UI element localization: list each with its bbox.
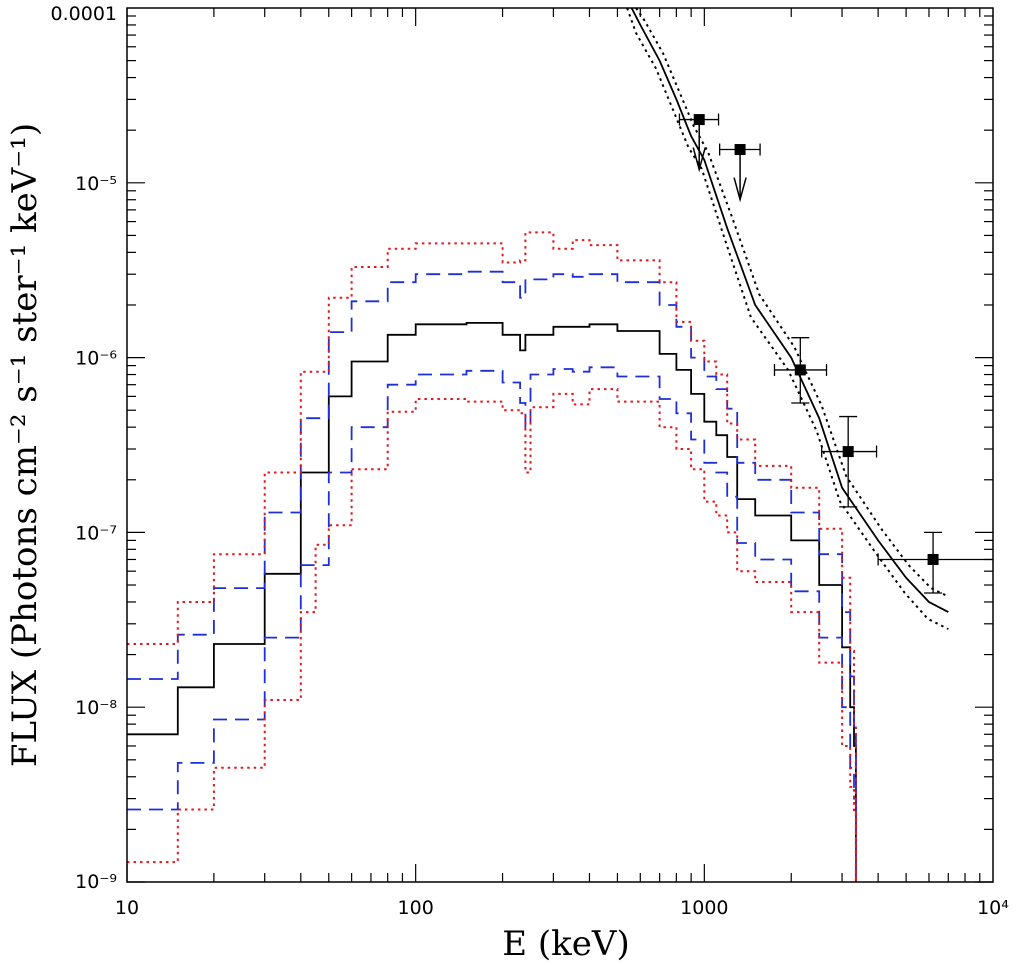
series-model-upper-2 bbox=[127, 231, 857, 882]
x-tick-label: 1000 bbox=[680, 897, 728, 919]
y-tick-label: 10⁻⁵ bbox=[75, 173, 117, 195]
y-tick-label: 0.0001 bbox=[51, 3, 117, 25]
y-tick-label: 10⁻⁹ bbox=[75, 871, 117, 893]
data-point-marker bbox=[734, 144, 746, 156]
plot-frame bbox=[126, 7, 994, 883]
data-point-marker bbox=[842, 446, 854, 458]
data-point-4 bbox=[821, 415, 878, 508]
data-point-3 bbox=[773, 337, 828, 404]
series-layer bbox=[127, 8, 949, 882]
y-tick-label: 10⁻⁶ bbox=[75, 348, 117, 370]
series-model-upper-1 bbox=[127, 270, 857, 882]
y-tick-label: 10⁻⁸ bbox=[75, 697, 117, 719]
series-model-lower-2 bbox=[127, 388, 857, 882]
axis-ticks bbox=[126, 8, 993, 883]
series-power-law-fit-upper bbox=[635, 8, 949, 598]
data-point-2 bbox=[719, 143, 761, 203]
axis-tick-labels: 10 100 1000 10⁴ 10⁻⁹ 10⁻⁸ 10⁻⁷ 10⁻⁶ 10⁻⁵ 0.0001 bbox=[51, 3, 1010, 919]
x-tick-label: 10⁴ bbox=[977, 897, 1009, 919]
x-tick-label: 10 bbox=[115, 897, 139, 919]
series-model-central bbox=[127, 322, 857, 882]
series-power-law-fit bbox=[630, 8, 949, 613]
data-point-marker bbox=[794, 364, 806, 376]
series-model-lower-1 bbox=[127, 366, 857, 882]
upper-limit-arrow-head bbox=[692, 147, 706, 173]
data-point-marker bbox=[693, 114, 705, 126]
data-point-5 bbox=[877, 531, 993, 594]
y-tick-label: 10⁻⁷ bbox=[75, 522, 117, 544]
series-power-law-fit-lower bbox=[626, 8, 949, 630]
data-point-1 bbox=[678, 113, 720, 173]
upper-limit-arrow-head bbox=[733, 177, 747, 203]
data-point-marker bbox=[927, 553, 939, 565]
x-tick-label: 100 bbox=[398, 897, 434, 919]
y-axis-title: FLUX (Photons cm⁻² s⁻¹ ster⁻¹ keV⁻¹) bbox=[5, 123, 45, 767]
data-points-layer bbox=[678, 113, 993, 594]
x-axis-title: E (keV) bbox=[502, 924, 629, 964]
